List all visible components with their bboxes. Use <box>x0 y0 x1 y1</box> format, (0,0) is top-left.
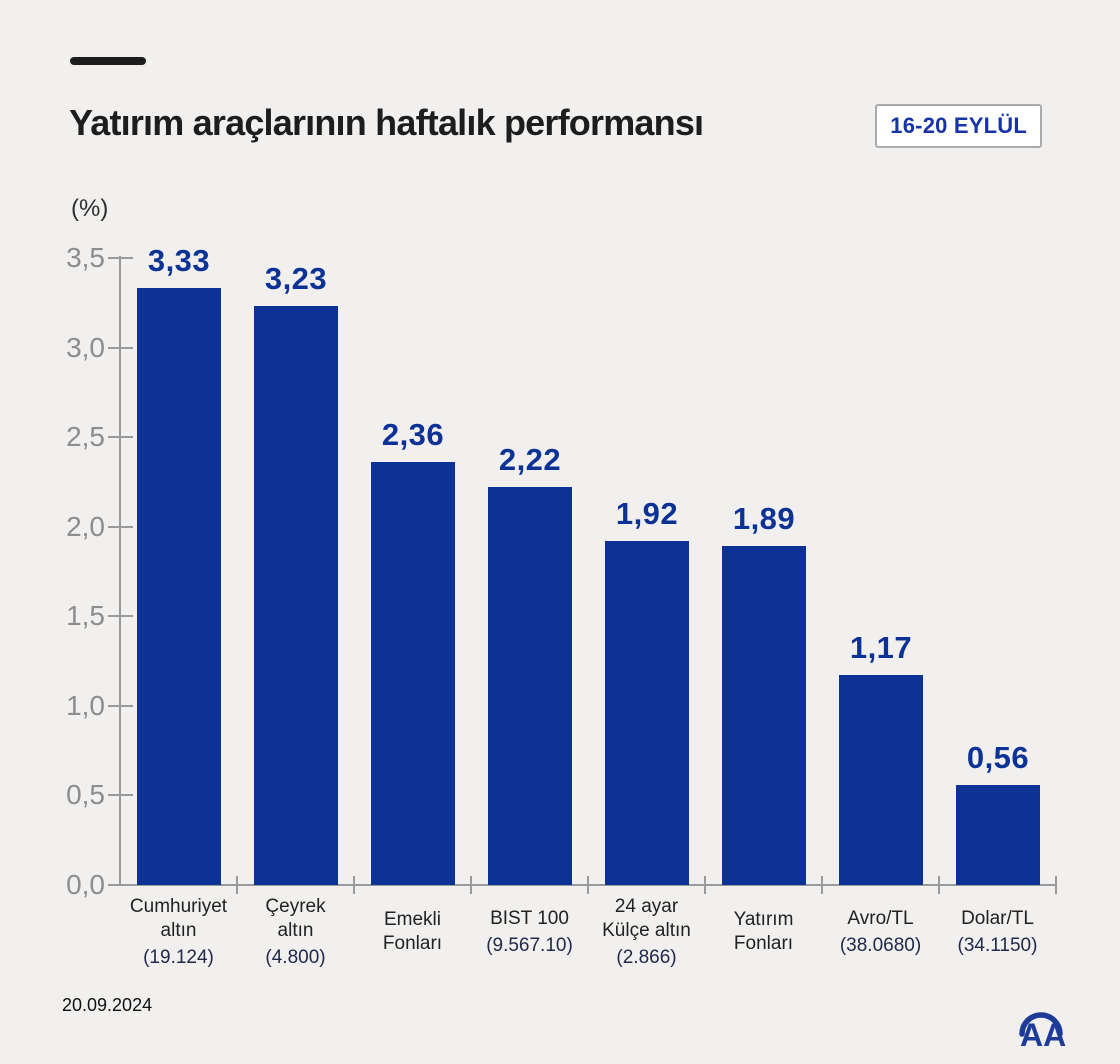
x-tick <box>353 876 355 894</box>
y-tick <box>108 704 133 707</box>
x-tick <box>470 876 472 894</box>
category-detail-value: (38.0680) <box>839 934 922 956</box>
category-name-line: 24 ayar <box>614 895 679 917</box>
category-label: Cumhuriyet altın (19.124) <box>120 890 237 974</box>
category-detail-value: (4.800) <box>265 946 326 968</box>
category-name-line: Avro/TL <box>847 907 914 929</box>
category-detail-value: (19.124) <box>143 946 214 968</box>
x-tick <box>236 876 238 894</box>
y-tick <box>108 794 133 797</box>
y-tick-label: 1,0 <box>66 689 105 721</box>
bar <box>488 487 572 885</box>
category-name-line: Külçe altın <box>602 919 691 941</box>
category-label: Emekli Fonları <box>354 890 471 974</box>
bar-value-label: 1,92 <box>615 496 679 531</box>
y-tick-label: 0,5 <box>66 779 105 811</box>
category-name-line: BIST 100 <box>490 907 569 929</box>
bar <box>371 462 455 885</box>
aa-logo-text: AA <box>1020 1017 1066 1052</box>
x-tick <box>704 876 706 894</box>
category-label: Yatırım Fonları <box>705 890 822 974</box>
category-name-line: altın <box>160 919 197 941</box>
x-tick <box>938 876 940 894</box>
category-name-line: Fonları <box>382 933 443 954</box>
bar-value-label: 3,33 <box>147 243 211 278</box>
bar <box>254 306 338 885</box>
y-axis-unit-label: (%) <box>71 195 109 222</box>
category-name-line: Cumhuriyet <box>129 895 228 917</box>
x-tick <box>1055 876 1057 894</box>
bar-value-label: 2,22 <box>498 442 562 477</box>
bar-value-label: 0,56 <box>966 740 1030 775</box>
y-tick-label: 0,0 <box>66 869 105 900</box>
publication-date: 20.09.2024 <box>62 995 153 1015</box>
title-accent-dash <box>70 57 146 65</box>
y-tick <box>108 436 133 439</box>
bar-value-label: 3,23 <box>264 261 328 296</box>
category-detail-value: (2.866) <box>616 946 677 968</box>
aa-agency-logo: AA <box>1019 1012 1066 1052</box>
bar <box>956 785 1040 885</box>
category-detail-value: (34.1150) <box>957 934 1038 956</box>
category-detail-value: (9.567.10) <box>486 934 573 956</box>
category-label: 24 ayar Külçe altın (2.866) <box>588 890 705 974</box>
category-name-line: Emekli <box>383 909 441 930</box>
y-tick <box>108 615 133 618</box>
bar <box>605 541 689 885</box>
page-title: Yatırım araçlarının haftalık performansı <box>69 102 704 143</box>
y-tick <box>108 346 133 349</box>
bar <box>722 546 806 885</box>
bar-value-label: 2,36 <box>381 417 445 452</box>
y-tick-label: 1,5 <box>66 600 105 632</box>
x-tick <box>587 876 589 894</box>
y-tick <box>108 884 133 886</box>
category-name-line: Yatırım <box>733 909 794 930</box>
category-name-line: Dolar/TL <box>961 907 1034 929</box>
bar <box>839 675 923 885</box>
y-tick-label: 3,0 <box>66 331 105 363</box>
category-name-line: Fonları <box>733 933 794 954</box>
category-label: Avro/TL (38.0680) <box>822 890 939 974</box>
category-label: Dolar/TL (34.1150) <box>939 890 1056 974</box>
bar <box>137 288 221 885</box>
y-tick <box>108 525 133 528</box>
y-axis-line <box>119 256 121 886</box>
bar-value-label: 1,17 <box>849 630 913 665</box>
y-tick-label: 3,5 <box>66 242 105 273</box>
category-label: Çeyrek altın (4.800) <box>237 890 354 974</box>
y-tick-label: 2,5 <box>66 421 105 453</box>
bar-value-label: 1,89 <box>732 501 796 536</box>
category-name-line: altın <box>277 919 314 941</box>
date-range-badge: 16-20 EYLÜL <box>875 104 1042 148</box>
category-label: BIST 100 (9.567.10) <box>471 890 588 974</box>
y-tick-label: 2,0 <box>66 510 105 542</box>
y-tick <box>108 257 133 259</box>
category-name-line: Çeyrek <box>265 895 326 917</box>
x-tick <box>821 876 823 894</box>
